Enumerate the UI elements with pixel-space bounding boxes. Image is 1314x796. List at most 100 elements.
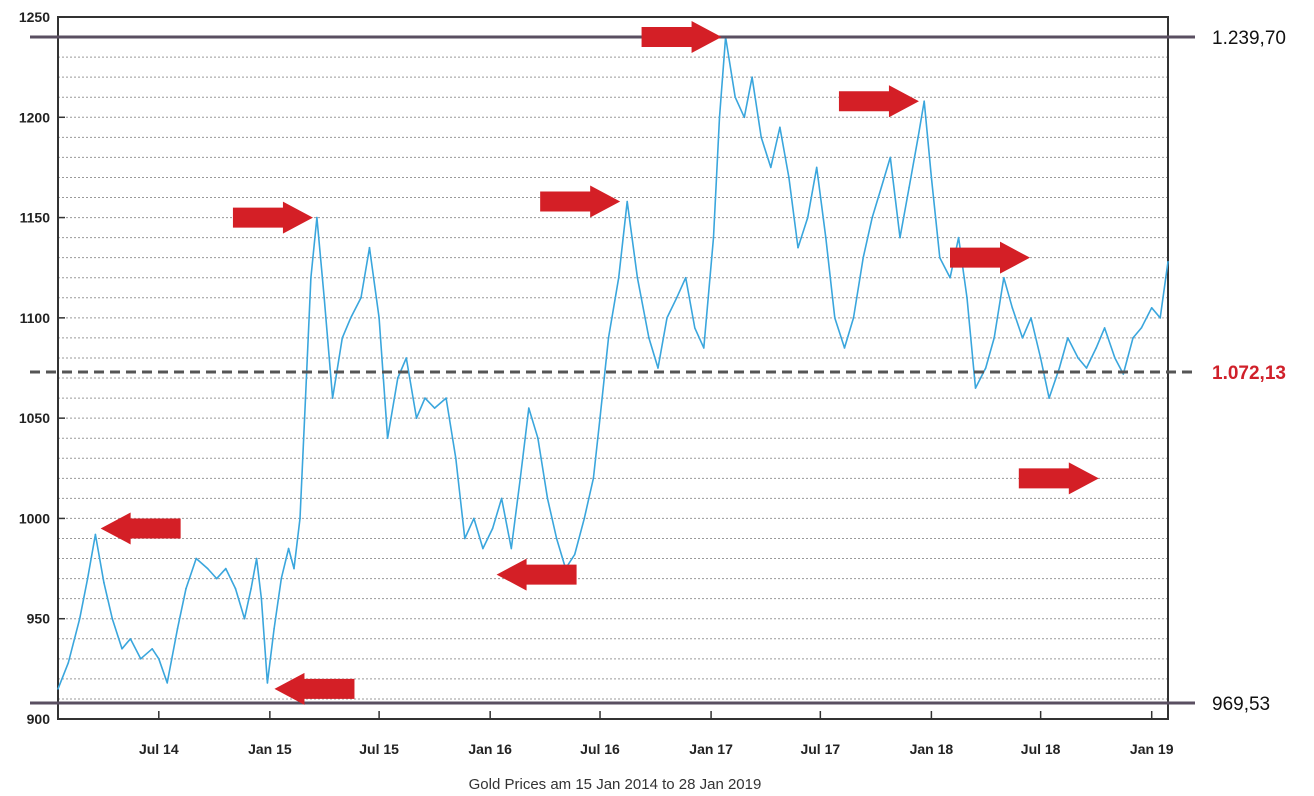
series-layer	[57, 36, 1169, 690]
price-point	[299, 517, 301, 520]
price-point	[195, 557, 198, 560]
reference-label: 969,53	[1212, 694, 1270, 715]
price-point	[287, 547, 290, 550]
price-point	[974, 387, 977, 389]
price-point	[693, 327, 696, 329]
price-point	[1067, 337, 1069, 339]
price-point	[703, 347, 705, 349]
price-point	[433, 407, 436, 409]
price-point	[445, 397, 447, 399]
x-tick-label: Jan 15	[248, 741, 292, 757]
price-point	[304, 397, 307, 399]
price-point	[675, 297, 678, 299]
price-point	[760, 136, 762, 139]
price-point	[331, 397, 334, 399]
price-point	[537, 437, 539, 440]
price-point	[599, 417, 601, 419]
price-point	[454, 457, 457, 460]
price-point	[871, 216, 874, 219]
price-point	[250, 587, 252, 590]
x-tick-label: Jul 15	[359, 741, 399, 757]
price-point	[984, 367, 987, 369]
x-tick-label: Jan 16	[468, 741, 512, 757]
y-tick-label: 1250	[19, 9, 50, 25]
plot-frame	[57, 16, 1169, 720]
price-point	[712, 236, 715, 239]
price-point	[1003, 276, 1005, 279]
price-point	[626, 200, 628, 203]
price-point	[424, 397, 426, 399]
price-point	[889, 156, 892, 159]
price-point	[1085, 367, 1088, 369]
reference-lines: 1.239,70 1.072,13 969,53	[30, 28, 1286, 715]
price-point	[666, 317, 668, 319]
price-point	[770, 166, 772, 169]
price-point	[583, 517, 586, 520]
price-point	[824, 236, 827, 239]
x-tick-label: Jul 14	[139, 741, 179, 757]
arrow-left-icon	[274, 672, 355, 705]
price-point	[482, 547, 484, 550]
y-tick-label: 1100	[20, 310, 51, 326]
arrow-right-icon	[641, 21, 722, 54]
price-point	[917, 136, 919, 139]
price-point	[1030, 317, 1032, 319]
price-point	[939, 256, 941, 259]
price-point	[908, 186, 910, 189]
price-point	[949, 276, 951, 279]
price-point	[86, 577, 89, 580]
price-point	[176, 627, 179, 630]
price-point	[743, 116, 746, 119]
price-point	[129, 637, 132, 640]
price-point	[519, 477, 522, 480]
price-point	[751, 76, 753, 78]
price-point	[1150, 307, 1153, 309]
price-point	[151, 648, 153, 650]
price-point	[899, 236, 901, 239]
price-point	[527, 407, 530, 409]
price-point	[788, 176, 790, 179]
price-point	[734, 96, 737, 99]
price-point	[491, 527, 494, 530]
price-point	[648, 337, 650, 339]
price-point	[273, 627, 275, 630]
price-point	[341, 337, 344, 339]
price-point	[103, 581, 105, 584]
x-tick-label: Jul 17	[800, 741, 840, 757]
arrow-right-icon	[232, 201, 313, 234]
price-point	[386, 437, 389, 440]
price-point	[378, 317, 380, 319]
price-point	[546, 497, 549, 500]
price-point	[316, 216, 318, 219]
price-point	[415, 417, 418, 419]
price-point	[862, 256, 864, 259]
price-point	[657, 367, 659, 369]
price-point	[966, 297, 968, 299]
arrow-right-icon	[950, 241, 1031, 274]
price-point	[94, 533, 97, 536]
price-point	[293, 567, 295, 570]
arrow-left-icon	[100, 512, 181, 545]
price-point	[78, 617, 81, 620]
price-point	[266, 682, 269, 684]
price-point	[121, 648, 123, 650]
price-point	[111, 617, 114, 620]
arrow-right-icon	[540, 185, 621, 218]
price-point	[185, 587, 187, 590]
price-point	[806, 216, 809, 219]
price-point	[573, 553, 576, 556]
price-point	[592, 477, 595, 480]
price-point	[57, 688, 59, 690]
price-point	[1140, 327, 1143, 329]
price-point	[1077, 357, 1079, 359]
price-point	[1039, 357, 1042, 359]
price-point	[923, 100, 925, 103]
x-axis: Jul 14 Jan 15 Jul 15 Jan 16 Jul 16 Jan 17 Jul …	[139, 711, 1174, 757]
price-point	[349, 317, 352, 319]
arrow-right-icon	[838, 85, 919, 118]
annotation-arrows	[100, 21, 1099, 705]
y-tick-label: 1000	[19, 510, 50, 526]
y-tick-label: 1200	[19, 109, 50, 125]
x-tick-label: Jul 18	[1021, 741, 1061, 757]
x-tick-label: Jan 19	[1130, 741, 1174, 757]
